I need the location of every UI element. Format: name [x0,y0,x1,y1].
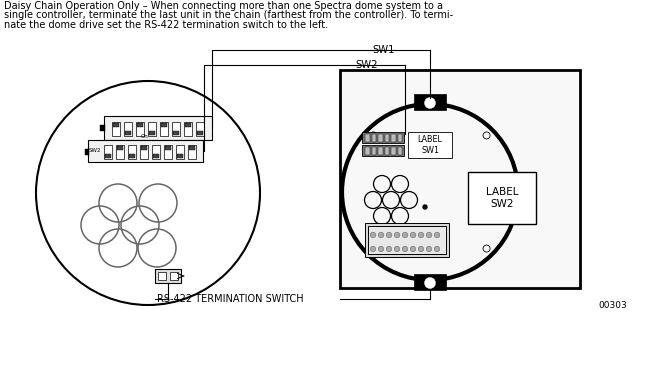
Bar [170,272,178,280]
Circle shape [424,277,436,289]
Circle shape [394,232,400,238]
Circle shape [386,246,392,252]
Text: LABEL
SW2: LABEL SW2 [486,187,518,209]
Bar [155,269,181,283]
Bar [378,147,382,154]
Bar [197,131,203,135]
Bar [362,132,404,143]
Circle shape [426,232,432,238]
Circle shape [410,232,416,238]
Bar [105,154,111,158]
Text: SW2: SW2 [355,60,378,70]
Circle shape [378,246,384,252]
Bar [172,122,180,136]
Text: On: On [141,134,149,139]
Circle shape [426,246,432,252]
Circle shape [483,132,490,139]
Circle shape [434,246,440,252]
Bar [372,134,376,142]
Bar [88,140,203,162]
Bar [112,122,120,136]
Bar [164,145,172,159]
Text: 00303: 00303 [598,300,627,310]
Bar [125,131,131,135]
Bar [387,224,401,232]
Bar [137,123,143,127]
Bar [176,145,184,159]
Bar [124,122,132,136]
Bar [177,154,183,158]
Bar [365,223,449,257]
Text: RS-422 TERMINATION SWITCH: RS-422 TERMINATION SWITCH [157,294,304,304]
Circle shape [378,232,384,238]
Bar [188,145,196,159]
Bar [148,122,156,136]
Bar [397,147,402,154]
Bar [152,145,160,159]
Bar [391,147,395,154]
Bar [129,154,135,158]
Bar [140,145,148,159]
Bar [365,134,370,142]
Bar [184,122,192,136]
Bar [414,94,446,110]
Bar [196,122,204,136]
Bar [149,131,155,135]
Text: SW2: SW2 [89,149,101,154]
Circle shape [394,246,400,252]
Bar [104,145,112,159]
Circle shape [370,232,376,238]
Bar [340,70,580,288]
Text: SW1: SW1 [372,45,395,55]
Bar [161,123,167,127]
Bar [136,122,144,136]
Bar [116,145,124,159]
Bar [113,123,119,127]
Circle shape [483,245,490,252]
Text: Daisy Chain Operation Only – When connecting more than one Spectra dome system t: Daisy Chain Operation Only – When connec… [4,1,443,11]
Circle shape [434,232,440,238]
Bar [158,272,166,280]
Bar [378,134,382,142]
Bar [165,146,171,150]
Text: LABEL
SW1: LABEL SW1 [418,135,442,155]
Bar [185,123,191,127]
Circle shape [370,246,376,252]
Bar [173,131,179,135]
Bar [391,134,395,142]
Circle shape [386,232,392,238]
Bar [408,132,452,158]
Circle shape [418,246,424,252]
Bar [468,172,536,224]
Bar [85,149,89,155]
Circle shape [370,245,377,252]
Bar [100,125,105,131]
Bar [160,122,168,136]
Bar [372,147,376,154]
Text: nate the dome drive set the RS-422 termination switch to the left.: nate the dome drive set the RS-422 termi… [4,20,328,30]
Bar [128,145,136,159]
Text: single controller, terminate the last unit in the chain (farthest from the contr: single controller, terminate the last un… [4,10,453,21]
Circle shape [418,232,424,238]
Bar [397,134,402,142]
Bar [384,147,389,154]
Bar [384,134,389,142]
Bar [153,154,159,158]
Bar [362,145,404,156]
Circle shape [402,246,408,252]
Circle shape [423,205,427,209]
Bar [141,146,147,150]
Circle shape [424,97,436,109]
Bar [365,147,370,154]
Bar [368,226,446,254]
Bar [117,146,123,150]
Circle shape [410,246,416,252]
Bar [414,274,446,290]
Bar [104,116,212,140]
Circle shape [402,232,408,238]
Circle shape [370,132,377,139]
Bar [189,146,195,150]
